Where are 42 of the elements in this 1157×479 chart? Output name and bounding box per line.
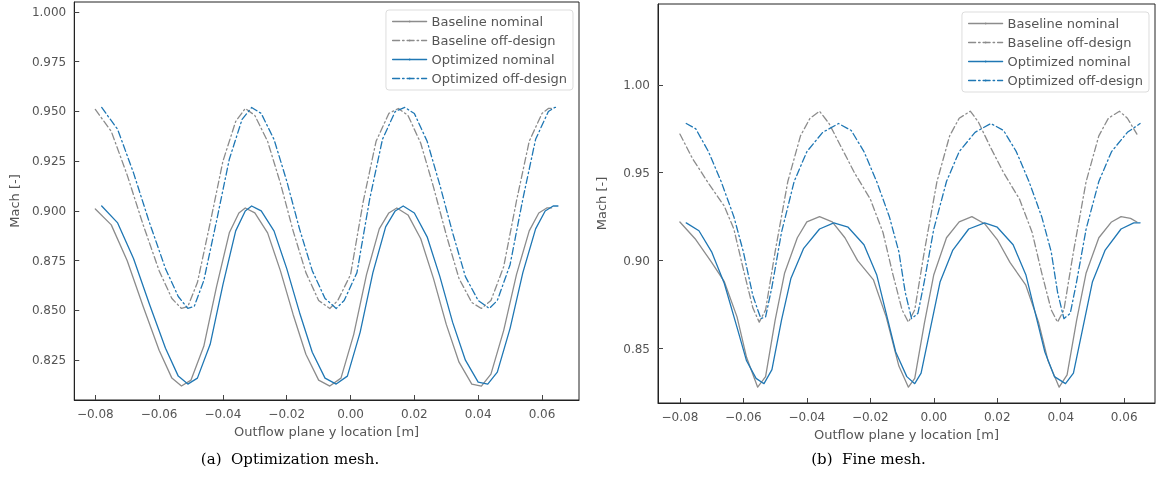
x-tick-label: −0.06 — [140, 407, 178, 421]
y-tick-label: 0.900 — [31, 203, 67, 218]
text: (a) Optimization mesh. — [200, 449, 380, 468]
legend-label: Optimized off-design — [431, 71, 567, 86]
x-tick-label: −0.06 — [724, 410, 762, 424]
x-tick-label: −0.08 — [76, 407, 114, 421]
y-tick-label: 1.00 — [623, 77, 650, 92]
x-tick-label: 0.02 — [983, 410, 1011, 424]
x-axis-title: Outflow plane y location [m] — [234, 423, 420, 439]
y-tick-label: 0.95 — [623, 165, 650, 180]
x-tick-label: 0.04 — [1047, 410, 1075, 424]
legend-label: Optimized nominal — [431, 52, 555, 67]
x-tick-label: 0.04 — [464, 407, 492, 421]
y-axis-title: Mach [-] — [594, 176, 609, 231]
x-tick-label: −0.02 — [268, 407, 306, 421]
x-tick-label: 0.06 — [528, 407, 556, 421]
x-axis-title: Outflow plane y location [m] — [813, 426, 1000, 442]
y-tick-label: 0.975 — [31, 54, 67, 69]
x-tick-label: 0.00 — [337, 407, 364, 421]
x-tick-label: −0.04 — [788, 410, 826, 424]
x-tick-label: 0.00 — [920, 410, 948, 424]
legend-label: Baseline off-design — [431, 33, 556, 48]
y-tick-label: 0.85 — [623, 341, 650, 356]
legend-label: Baseline off-design — [1007, 35, 1132, 50]
legend-label: Optimized nominal — [1007, 54, 1131, 69]
legend-label: Baseline nominal — [431, 14, 544, 29]
y-tick-label: 1.000 — [31, 4, 67, 19]
x-tick-label: −0.02 — [851, 410, 889, 424]
y-tick-label: 0.90 — [623, 253, 650, 268]
legend-label: Baseline nominal — [1007, 16, 1120, 31]
y-axis-title: Mach [-] — [7, 174, 22, 228]
y-tick-label: 0.825 — [31, 353, 67, 368]
x-tick-label: 0.06 — [1110, 410, 1138, 424]
text: (b) Fine mesh. — [811, 449, 926, 468]
legend-label: Optimized off-design — [1007, 73, 1143, 88]
y-tick-label: 0.850 — [31, 303, 67, 318]
x-tick-label: −0.04 — [204, 407, 242, 421]
y-tick-label: 0.875 — [31, 253, 67, 268]
x-tick-label: −0.08 — [661, 410, 699, 424]
x-tick-label: 0.02 — [401, 407, 428, 421]
y-tick-label: 0.925 — [31, 154, 67, 169]
y-tick-label: 0.950 — [31, 104, 67, 119]
